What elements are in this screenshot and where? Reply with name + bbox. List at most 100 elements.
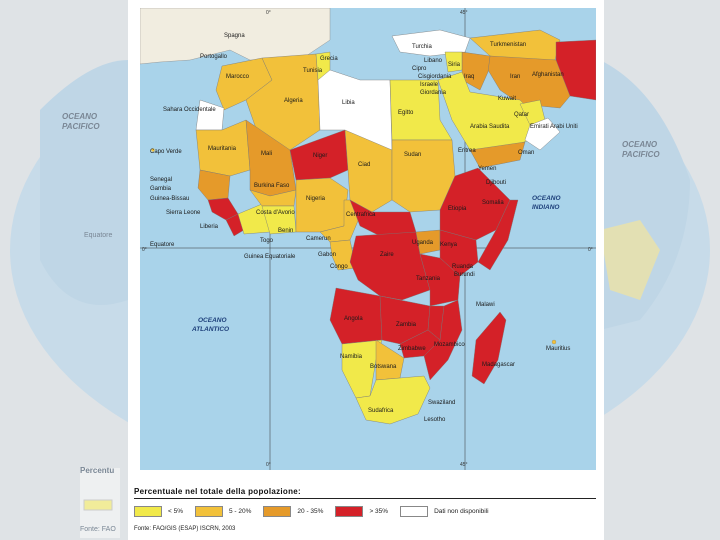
label-arabia: Arabia Saudita	[470, 124, 510, 130]
label-qatar: Qatar	[514, 112, 529, 118]
label-mozambico: Mozambico	[434, 342, 465, 348]
label-siria: Siria	[448, 62, 461, 68]
label-nigeria: Nigeria	[306, 196, 326, 202]
legend-title: Percentuale nel totale della popolazione…	[134, 487, 301, 496]
gabon-congo	[329, 239, 357, 271]
label-madagascar: Madagascar	[482, 362, 515, 368]
background-ocean-left-2: PACIFICO	[62, 122, 100, 131]
madagascar	[471, 311, 507, 385]
label-israele: Israele	[420, 82, 439, 88]
label-liberia: Liberia	[200, 224, 219, 230]
label-etiopia: Etiopia	[448, 206, 467, 212]
label-libia: Libia	[342, 100, 355, 106]
label-emirati: Emirati Arabi Uniti	[530, 124, 578, 130]
label-benin: Benin	[278, 228, 293, 234]
label-tanzania: Tanzania	[416, 276, 441, 282]
label-mali: Mali	[261, 151, 272, 157]
label-libano: Libano	[424, 58, 443, 64]
label-tunisia: Tunisia	[303, 68, 323, 74]
indian-ocean-label-1: OCEANO	[532, 195, 561, 202]
label-costa-avorio: Costa d'Avorio	[256, 210, 295, 216]
legend-item: 5 - 20%	[195, 506, 251, 517]
label-camerun: Camerun	[306, 236, 331, 242]
meridian-label-bottom-45: 45°	[460, 462, 468, 468]
turkey	[391, 29, 471, 57]
parallel-label-left: 0°	[142, 247, 147, 253]
label-niger: Niger	[313, 153, 327, 159]
africa-map: 0° 45° 0° 45° 0° 0° OCEANO INDIANO OCEAN…	[140, 8, 596, 470]
background-ocean-right-2: PACIFICO	[622, 150, 660, 159]
label-gabon: Gabon	[318, 252, 336, 258]
label-zimbabwe: Zimbabwe	[398, 346, 426, 352]
label-portogallo: Portogallo	[200, 54, 228, 60]
label-yemen: Yemen	[478, 166, 496, 172]
label-burkina: Burkina Faso	[254, 183, 290, 189]
label-ciad: Ciad	[358, 162, 370, 168]
legend-swatch	[335, 506, 364, 517]
indian-ocean-label-2: INDIANO	[532, 204, 559, 211]
equator-label: Equatore	[150, 242, 175, 248]
label-iran: Iran	[510, 74, 520, 80]
background-ocean-right-1: OCEANO	[622, 140, 658, 149]
burkina-faso	[249, 189, 297, 207]
parallel-label-right: 0°	[588, 247, 593, 253]
cape-verde-island	[151, 148, 155, 152]
meridian-label-0: 0°	[266, 10, 271, 16]
meridian-label-bottom-0: 0°	[266, 462, 271, 468]
oman	[524, 117, 561, 151]
legend-label: 5 - 20%	[229, 508, 252, 515]
label-spagna: Spagna	[224, 33, 245, 39]
label-congo: Congo	[330, 264, 348, 270]
legend-item: 20 - 35%	[263, 506, 323, 517]
label-angola: Angola	[344, 316, 363, 322]
legend-swatch	[195, 506, 223, 517]
label-sudan: Sudan	[404, 152, 421, 158]
label-sierra-leone: Sierra Leone	[166, 210, 201, 216]
label-sudafrica: Sudafrica	[368, 408, 394, 414]
label-namibia: Namibia	[340, 354, 363, 360]
legend-swatch	[400, 506, 429, 517]
legend-label: > 35%	[369, 508, 389, 515]
label-mauritania: Mauritania	[208, 146, 237, 152]
label-zambia: Zambia	[396, 322, 417, 328]
label-mauritius: Mauritius	[546, 346, 570, 352]
atlantic-ocean-label-2: ATLANTICO	[191, 326, 229, 333]
label-cisgiordania: Cisgiordania	[418, 74, 452, 80]
egypt	[389, 79, 453, 141]
label-grecia: Grecia	[320, 56, 338, 62]
yemen	[469, 141, 526, 169]
label-gambia: Gambia	[150, 186, 172, 192]
label-algeria: Algeria	[284, 98, 303, 104]
label-zaire: Zaire	[380, 252, 394, 258]
label-turkmenistan: Turkmenistan	[490, 42, 526, 48]
south-africa	[355, 375, 431, 425]
label-gibuti: Djibouti	[486, 180, 506, 186]
legend-item: Dati non disponibili	[400, 506, 489, 517]
label-oman: Oman	[518, 150, 534, 156]
label-afghanistan: Afghanistan	[532, 72, 564, 78]
background-legend-stub: Percentu	[80, 466, 115, 475]
label-guinea-bissau: Guinea-Bissau	[150, 196, 189, 202]
atlantic-ocean-label-1: OCEANO	[198, 317, 227, 324]
label-kenya: Kenya	[440, 242, 458, 248]
label-iraq: Iraq	[464, 74, 474, 80]
meridian-label-45: 45°	[460, 10, 468, 16]
label-egitto: Egitto	[398, 110, 414, 116]
legend-item: > 35%	[335, 506, 388, 517]
label-giordania: Giordania	[420, 90, 447, 96]
label-togo: Togo	[260, 238, 274, 244]
kenya	[439, 229, 479, 277]
label-centrafrica: Centrafrica	[346, 212, 376, 218]
legend-swatch	[263, 506, 292, 517]
syria	[444, 51, 463, 73]
background-equator-label: Equatore	[84, 232, 113, 239]
legend-label: Dati non disponibili	[434, 508, 489, 515]
label-sahara: Sahara Occidentale	[163, 107, 216, 113]
source-note: Fonte: FAO/GIS (ESAP) ISCRN, 2003	[134, 526, 236, 532]
label-turchia: Turchia	[412, 44, 432, 50]
label-capo-verde: Capo Verde	[150, 149, 182, 155]
label-malawi: Malawi	[476, 302, 495, 308]
legend: < 5% 5 - 20% 20 - 35% > 35% Dati non dis…	[134, 506, 501, 517]
label-marocco: Marocco	[226, 74, 250, 80]
label-lesotho: Lesotho	[424, 417, 446, 423]
